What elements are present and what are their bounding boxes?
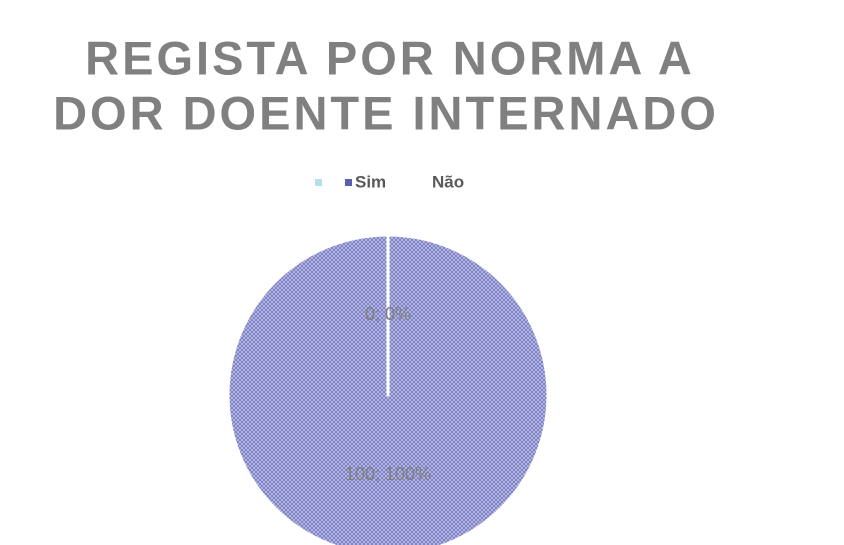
legend-marker: [315, 179, 322, 186]
legend-label: Não: [432, 172, 464, 191]
data-label: 100; 100%: [345, 464, 431, 484]
data-label: 0; 0%: [365, 304, 411, 324]
legend-marker: [345, 179, 352, 186]
legend-label: Sim: [355, 172, 386, 191]
chart-title: DOR DOENTE INTERNADO: [53, 86, 719, 139]
chart-title: REGISTA POR NORMA A: [85, 31, 695, 84]
